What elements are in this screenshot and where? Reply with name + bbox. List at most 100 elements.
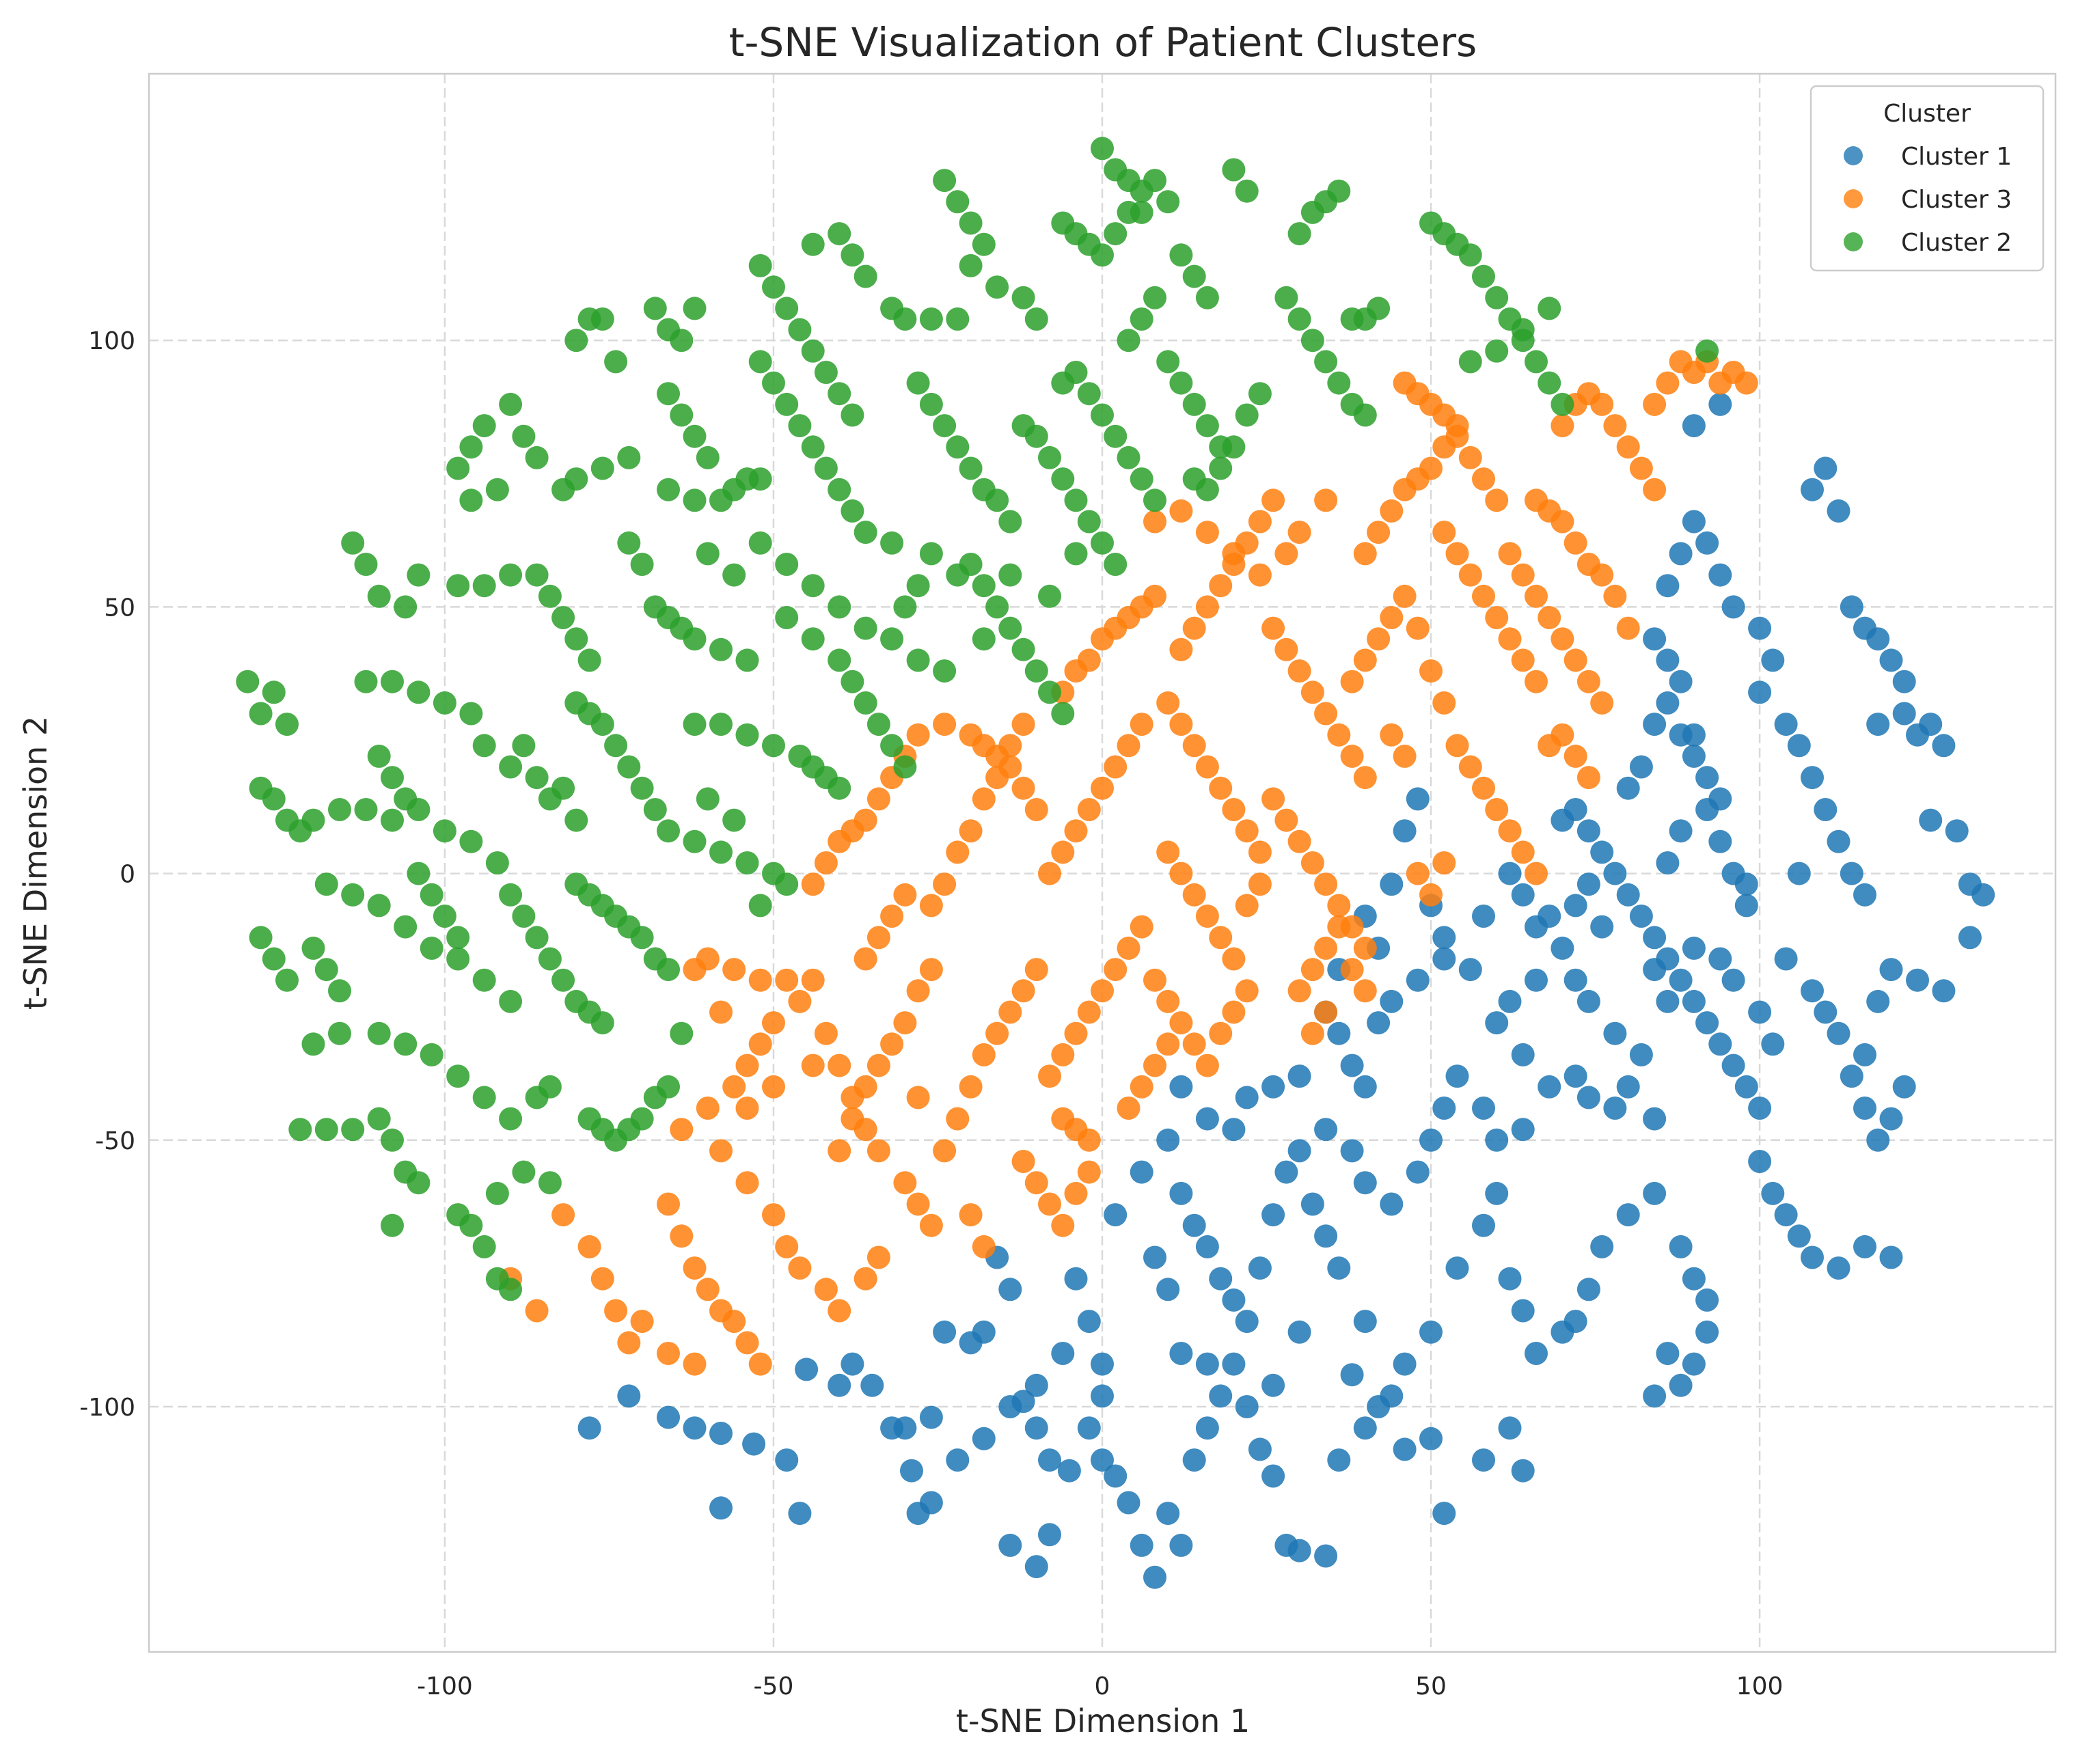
point-cluster-1 xyxy=(1498,1267,1522,1291)
point-cluster-1 xyxy=(1695,531,1719,555)
point-cluster-2 xyxy=(512,424,536,448)
point-cluster-2 xyxy=(512,905,536,928)
point-cluster-2 xyxy=(919,392,943,416)
point-cluster-3 xyxy=(814,851,838,874)
point-cluster-2 xyxy=(604,734,628,758)
point-cluster-2 xyxy=(775,392,799,416)
point-cluster-2 xyxy=(1182,467,1206,491)
point-cluster-1 xyxy=(1892,702,1916,726)
point-cluster-3 xyxy=(853,947,877,971)
point-cluster-2 xyxy=(1117,169,1141,193)
point-cluster-3 xyxy=(525,1299,549,1323)
point-cluster-3 xyxy=(1432,521,1456,545)
point-cluster-2 xyxy=(828,595,851,619)
point-cluster-1 xyxy=(1222,1288,1246,1312)
point-cluster-1 xyxy=(919,1491,943,1515)
point-cluster-3 xyxy=(748,1352,772,1376)
point-cluster-1 xyxy=(1761,648,1785,672)
point-cluster-1 xyxy=(1708,947,1732,971)
point-cluster-2 xyxy=(1222,435,1246,459)
point-cluster-2 xyxy=(301,1032,325,1056)
point-cluster-2 xyxy=(459,1213,483,1237)
point-cluster-3 xyxy=(1156,1032,1180,1056)
point-cluster-3 xyxy=(906,979,930,1003)
point-cluster-2 xyxy=(1143,286,1166,309)
point-cluster-3 xyxy=(1340,958,1364,982)
point-cluster-1 xyxy=(1748,616,1772,640)
point-cluster-2 xyxy=(590,307,614,331)
point-cluster-3 xyxy=(1182,616,1206,640)
legend-label: Cluster 1 xyxy=(1901,143,2012,171)
point-cluster-3 xyxy=(1563,648,1587,672)
point-cluster-2 xyxy=(1117,329,1141,353)
point-cluster-3 xyxy=(1525,584,1548,608)
point-cluster-2 xyxy=(775,297,799,320)
point-cluster-2 xyxy=(828,776,851,800)
point-cluster-2 xyxy=(590,1011,614,1035)
point-cluster-3 xyxy=(709,1139,733,1163)
point-cluster-2 xyxy=(525,926,549,950)
point-cluster-2 xyxy=(538,584,562,608)
point-cluster-1 xyxy=(1169,1342,1193,1365)
point-cluster-3 xyxy=(853,1267,877,1291)
point-cluster-3 xyxy=(1169,862,1193,885)
point-cluster-2 xyxy=(919,307,943,331)
point-cluster-3 xyxy=(1485,606,1509,629)
point-cluster-3 xyxy=(1011,776,1035,800)
point-cluster-1 xyxy=(1814,798,1838,821)
point-cluster-3 xyxy=(1353,648,1377,672)
point-cluster-1 xyxy=(1682,1352,1706,1376)
point-cluster-2 xyxy=(381,1128,404,1152)
point-cluster-3 xyxy=(1393,584,1417,608)
point-cluster-1 xyxy=(1472,905,1495,928)
point-cluster-2 xyxy=(709,840,733,864)
point-cluster-3 xyxy=(1590,563,1614,587)
x-tick-label: 100 xyxy=(1736,1672,1784,1700)
point-cluster-1 xyxy=(1498,862,1522,885)
point-cluster-2 xyxy=(354,798,378,821)
point-cluster-2 xyxy=(670,403,694,427)
point-cluster-2 xyxy=(814,456,838,480)
point-cluster-1 xyxy=(1721,595,1745,619)
point-cluster-1 xyxy=(1853,1097,1876,1120)
point-cluster-1 xyxy=(1340,1363,1364,1387)
point-cluster-1 xyxy=(1748,1000,1772,1024)
point-cluster-3 xyxy=(1485,488,1509,512)
point-cluster-2 xyxy=(1182,264,1206,288)
point-cluster-2 xyxy=(1300,329,1324,353)
point-cluster-1 xyxy=(1261,1464,1285,1488)
point-cluster-3 xyxy=(1104,755,1128,779)
point-cluster-3 xyxy=(866,1053,890,1077)
point-cluster-1 xyxy=(1919,713,1943,736)
point-cluster-3 xyxy=(1380,723,1404,747)
x-tick-label: 0 xyxy=(1095,1672,1110,1700)
point-cluster-1 xyxy=(1629,1043,1653,1066)
point-cluster-2 xyxy=(420,936,443,960)
point-cluster-3 xyxy=(919,894,943,918)
point-cluster-1 xyxy=(1248,1437,1272,1461)
point-cluster-3 xyxy=(657,1192,680,1216)
point-cluster-1 xyxy=(1091,1352,1114,1376)
point-cluster-1 xyxy=(1827,1256,1850,1280)
point-cluster-2 xyxy=(459,488,483,512)
point-cluster-1 xyxy=(933,1320,957,1344)
point-cluster-1 xyxy=(1024,1373,1048,1397)
point-cluster-1 xyxy=(1538,1075,1561,1099)
point-cluster-3 xyxy=(1590,392,1614,416)
point-cluster-3 xyxy=(1551,510,1574,534)
point-cluster-1 xyxy=(1353,1310,1377,1334)
point-cluster-2 xyxy=(1222,158,1246,182)
point-cluster-1 xyxy=(1143,1245,1166,1269)
point-cluster-2 xyxy=(525,445,549,469)
y-tick-label: -100 xyxy=(79,1394,135,1422)
point-cluster-2 xyxy=(801,627,825,651)
point-cluster-1 xyxy=(1380,989,1404,1013)
point-cluster-1 xyxy=(1393,1437,1417,1461)
point-cluster-2 xyxy=(933,414,957,438)
point-cluster-2 xyxy=(564,329,588,353)
point-cluster-1 xyxy=(1774,713,1798,736)
point-cluster-2 xyxy=(1169,243,1193,267)
point-cluster-1 xyxy=(1682,1267,1706,1291)
point-cluster-3 xyxy=(1300,680,1324,704)
point-cluster-1 xyxy=(1563,798,1587,821)
